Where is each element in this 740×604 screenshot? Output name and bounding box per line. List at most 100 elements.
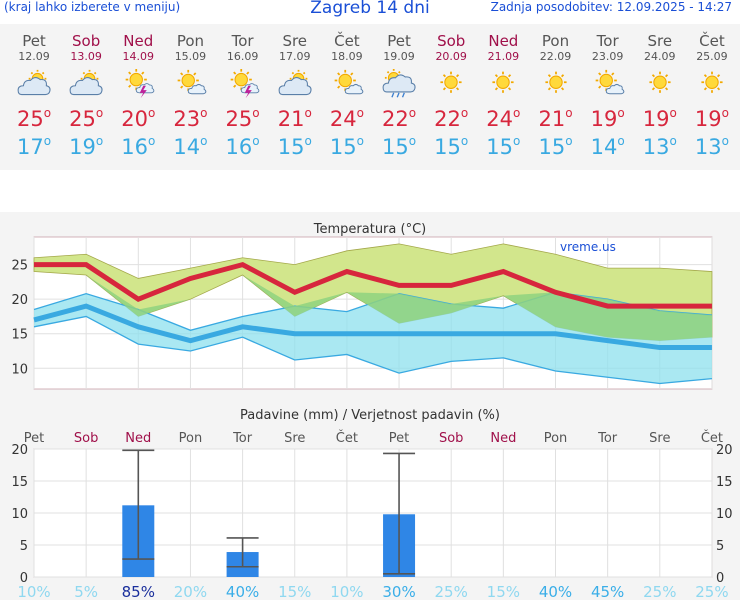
precipitation-tick-label-right: 15 [716, 475, 733, 490]
day-column: Sre 17.09 21o 15o [269, 24, 321, 160]
sunny-icon [701, 71, 723, 93]
max-temperature: 19o [590, 106, 625, 131]
day-date: 25.09 [696, 50, 728, 63]
location-menu-hint[interactable]: (kraj lahko izberete v meniju) [4, 0, 181, 14]
sunny-icon [544, 71, 567, 93]
day-name: Tor [596, 32, 619, 50]
min-temperature: 15o [486, 134, 521, 159]
min-temperature: 15o [329, 134, 364, 159]
temperature-tick-label: 25 [11, 259, 28, 274]
min-temp-value: 15 [329, 135, 357, 159]
day-name: Pet [387, 32, 411, 50]
min-temperature: 17o [16, 134, 52, 159]
min-temp-value: 15 [538, 135, 566, 159]
day-date: 24.09 [644, 50, 676, 63]
precipitation-probability: 10% [17, 583, 50, 600]
min-temperature: 16o [121, 134, 156, 159]
day-date: 20.09 [435, 50, 467, 63]
precipitation-tick-label-right: 5 [716, 539, 724, 554]
day-name: Sob [437, 32, 466, 50]
partly-cloudy-icon [278, 69, 312, 96]
sun-thunderstorm-icon [230, 69, 259, 99]
min-temperature: 13o [642, 134, 677, 159]
min-temperature: 15o [277, 134, 312, 159]
precipitation-probability: 25% [695, 583, 728, 600]
min-temperature: 14o [173, 134, 208, 159]
mostly-sunny-icon [595, 69, 625, 95]
max-temp-value: 24 [329, 107, 357, 131]
precipitation-day-label: Pon [544, 431, 568, 446]
day-column: Pon 15.09 23o 14o [164, 24, 216, 160]
max-temperature: 24o [329, 106, 364, 131]
day-date: 16.09 [226, 50, 259, 63]
precipitation-probability: 5% [74, 583, 98, 600]
max-temperature: 21o [538, 106, 573, 131]
min-temp-value: 17 [16, 135, 44, 159]
precipitation-chart-title: Padavine (mm) / Verjetnost padavin (%) [240, 408, 500, 423]
day-column: Ned 21.09 24o 15o [477, 24, 529, 160]
partly-cloudy-icon [69, 69, 103, 96]
day-name: Ned [123, 32, 154, 50]
sunny-icon [440, 71, 462, 93]
max-temp-value: 19 [590, 107, 618, 131]
min-temperature: 16o [225, 134, 260, 159]
min-temp-value: 16 [121, 135, 148, 159]
precipitation-tick-label-left: 0 [20, 571, 28, 586]
day-name: Čet [699, 32, 725, 50]
precipitation-tick-label-right: 20 [716, 443, 733, 458]
charts-panel: Temperatura (°C) 10 15 20 25 vreme.us Padavine… [0, 212, 740, 601]
day-column: Čet 25.09 19o 13o [686, 24, 738, 160]
day-column: Tor 23.09 19o 14o [582, 24, 634, 160]
temperature-chart-title: Temperatura (°C) [313, 222, 426, 237]
day-name: Pet [22, 32, 46, 50]
min-temperature: 13o [694, 134, 729, 159]
day-name: Pon [176, 32, 205, 50]
precipitation-day-label: Čet [701, 430, 723, 446]
precipitation-probability: 40% [539, 583, 572, 600]
day-name: Pon [541, 32, 570, 50]
day-date: 21.09 [487, 50, 520, 63]
day-column: Tor 16.09 25o 16o [217, 24, 269, 160]
precipitation-probability: 25% [435, 583, 468, 600]
min-temp-value: 15 [382, 135, 409, 159]
min-temperature: 15o [382, 134, 417, 159]
temperature-overlap-band [34, 271, 712, 341]
min-temperature: 15o [434, 134, 469, 159]
day-date: 15.09 [174, 50, 207, 63]
sunny-icon [492, 71, 514, 93]
precipitation-day-label: Ned [490, 431, 516, 446]
min-temp-value: 15 [486, 135, 514, 159]
max-temperature: 21o [277, 106, 312, 131]
precipitation-day-label: Ned [125, 431, 151, 446]
watermark: vreme.us [560, 240, 616, 254]
header-bar: (kraj lahko izberete v meniju) Zagreb 14… [0, 0, 740, 22]
max-temp-value: 19 [694, 107, 722, 131]
day-date: 14.09 [122, 50, 155, 63]
max-temp-value: 21 [538, 107, 566, 131]
max-temp-value: 24 [486, 107, 514, 131]
day-name: Čet [334, 32, 360, 50]
min-temp-value: 15 [434, 135, 461, 159]
max-temp-value: 25 [16, 107, 44, 131]
max-temp-value: 21 [277, 107, 305, 131]
max-temperature: 19o [694, 106, 729, 131]
day-column: Sre 24.09 19o 13o [634, 24, 686, 160]
min-temp-value: 13 [694, 135, 722, 159]
day-date: 23.09 [591, 50, 624, 63]
precipitation-tick-label-left: 10 [11, 507, 28, 522]
day-date: 18.09 [331, 50, 363, 63]
min-temp-value: 13 [642, 135, 670, 159]
day-column: Čet 18.09 24o 15o [321, 24, 373, 160]
precipitation-day-label: Čet [336, 430, 358, 446]
mostly-sunny-icon [334, 69, 364, 95]
day-date: 19.09 [383, 50, 415, 63]
day-name: Sob [72, 32, 101, 50]
sunny-icon [649, 71, 671, 93]
day-name: Sre [282, 32, 308, 50]
precipitation-probability: 15% [278, 583, 311, 600]
min-temp-value: 15 [277, 135, 305, 159]
day-name: Ned [488, 32, 519, 50]
min-temperature-line [33, 303, 712, 351]
precipitation-probability: 10% [330, 583, 363, 600]
max-temperature: 25o [225, 106, 260, 131]
